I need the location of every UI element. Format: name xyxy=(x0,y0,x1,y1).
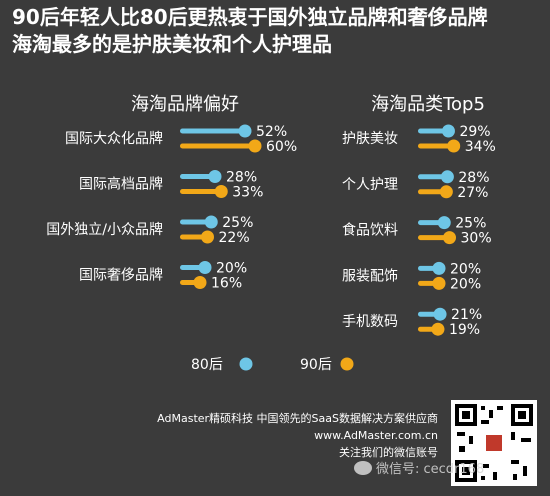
bar-end-dot-s80 xyxy=(437,216,451,230)
bar-s90 xyxy=(418,189,447,195)
panel-title-2: 海淘品类Top5 xyxy=(371,94,485,115)
bar-end-dot-s80 xyxy=(204,215,218,229)
category-label: 国外独立/小众品牌 xyxy=(46,221,163,238)
category-label: 个人护理 xyxy=(342,177,398,193)
category-label: 国际高档品牌 xyxy=(79,176,163,193)
value-label-s90: 22% xyxy=(219,230,250,246)
footer: AdMaster精硕科技 中国领先的SaaS数据解决方案供应商 www.AdMa… xyxy=(120,410,438,461)
value-label-s80: 20% xyxy=(216,261,247,277)
bar-end-dot-s80 xyxy=(441,124,455,138)
value-label-s80: 20% xyxy=(450,261,481,277)
bar-end-dot-s90 xyxy=(443,231,456,245)
bar-s80 xyxy=(418,128,449,134)
bar-end-dot-s80 xyxy=(440,170,454,184)
value-label-s90: 19% xyxy=(449,322,480,338)
wechat-icon xyxy=(354,461,372,475)
bar-end-dot-s90 xyxy=(193,276,207,289)
category-label: 国际大众化品牌 xyxy=(65,130,163,147)
value-label-s80: 28% xyxy=(458,170,489,186)
bar-s80 xyxy=(180,219,212,225)
bar-end-dot-s80 xyxy=(198,261,212,274)
legend-label-80: 80后 xyxy=(191,357,223,373)
category-label: 护肤美妆 xyxy=(342,131,398,147)
chart-title: 90后年轻人比80后更热衷于国外独立品牌和奢侈品牌 海淘最多的是护肤美妆和个人护… xyxy=(12,4,542,58)
legend-label-90: 90后 xyxy=(300,357,332,373)
value-label-s80: 25% xyxy=(222,215,253,231)
qr-pattern xyxy=(455,404,533,482)
value-label-s90: 20% xyxy=(450,276,481,292)
category-label: 食品饮料 xyxy=(342,222,398,239)
bar-s90 xyxy=(180,234,208,240)
bar-end-dot-s80 xyxy=(433,307,447,321)
value-label-s90: 33% xyxy=(232,185,263,201)
title-line-2: 海淘最多的是护肤美妆和个人护理品 xyxy=(12,32,332,56)
value-label-s90: 27% xyxy=(457,185,488,201)
bar-s90 xyxy=(418,143,454,149)
bar-end-dot-s90 xyxy=(432,276,446,290)
qr-code xyxy=(451,400,537,486)
wechat-watermark: 微信号: cecdr168 xyxy=(354,458,484,477)
footer-company: AdMaster精硕科技 中国领先的SaaS数据解决方案供应商 xyxy=(157,412,438,425)
bar-s90 xyxy=(418,235,450,241)
bar-end-dot-s80 xyxy=(208,170,222,183)
value-label-s90: 34% xyxy=(465,139,496,155)
bar-s80 xyxy=(180,174,215,179)
category-label: 国际奢侈品牌 xyxy=(79,267,163,284)
category-label: 服装配饰 xyxy=(342,268,398,284)
bar-s80 xyxy=(418,220,445,226)
bar-s80 xyxy=(180,128,245,134)
legend-dot-90 xyxy=(340,357,354,371)
value-label-s90: 16% xyxy=(211,276,242,292)
bar-end-dot-s90 xyxy=(431,322,445,336)
value-label-s80: 52% xyxy=(256,124,287,140)
title-line-1: 90后年轻人比80后更热衷于国外独立品牌和奢侈品牌 xyxy=(12,5,488,29)
value-label-s80: 28% xyxy=(226,170,257,186)
watermark-text: 微信号: cecdr168 xyxy=(376,462,485,477)
bar-end-dot-s90 xyxy=(439,185,453,199)
bar-end-dot-s90 xyxy=(214,185,228,198)
value-label-s80: 29% xyxy=(459,124,490,140)
bar-s90 xyxy=(180,189,222,194)
footer-follow: 关注我们的微信账号 xyxy=(339,446,438,459)
bar-end-dot-s90 xyxy=(201,230,214,244)
legend-dot-80 xyxy=(239,357,253,371)
panel-title-1: 海淘品牌偏好 xyxy=(131,94,239,115)
value-label-s80: 25% xyxy=(455,216,486,232)
value-label-s80: 21% xyxy=(451,307,482,323)
value-label-s90: 60% xyxy=(266,139,297,155)
bar-end-dot-s80 xyxy=(238,124,252,138)
value-label-s90: 30% xyxy=(461,231,492,247)
footer-website[interactable]: www.AdMaster.com.cn xyxy=(314,429,438,442)
bar-s90 xyxy=(180,143,255,149)
bar-end-dot-s90 xyxy=(248,139,262,153)
bar-s80 xyxy=(418,174,448,180)
category-label: 手机数码 xyxy=(342,314,398,330)
bar-end-dot-s80 xyxy=(432,261,446,275)
bar-end-dot-s90 xyxy=(447,139,461,153)
qr-logo-icon xyxy=(484,433,504,453)
